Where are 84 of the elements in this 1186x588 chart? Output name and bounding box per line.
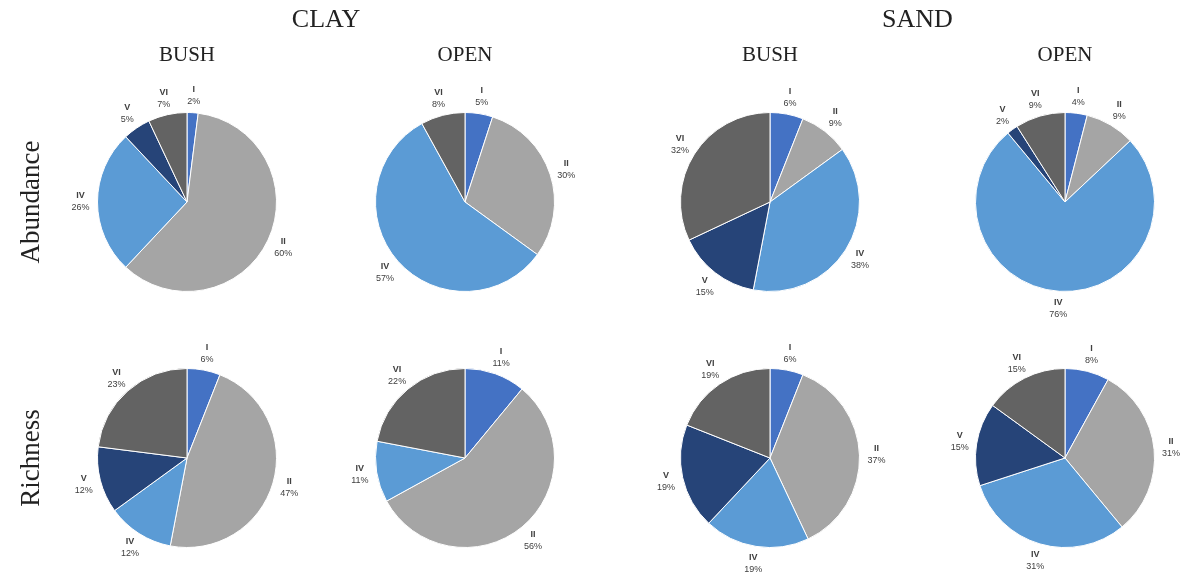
slice-label: I <box>788 341 792 352</box>
data-label: 8% <box>432 99 446 110</box>
data-label: 19% <box>657 481 676 492</box>
slice-label: I <box>499 346 503 357</box>
data-label: 31% <box>1026 560 1045 571</box>
slice-label: VI <box>1031 88 1040 99</box>
slice-label: I <box>1077 84 1080 95</box>
data-label: 38% <box>850 259 869 270</box>
slice-label: V <box>999 104 1006 115</box>
slice-label: II <box>832 106 838 117</box>
slice-label: IV <box>76 190 85 201</box>
data-label: 32% <box>671 145 690 156</box>
data-label: 26% <box>71 202 90 213</box>
data-label: 30% <box>557 169 576 180</box>
data-label: 60% <box>274 247 293 258</box>
slice-label: IV <box>125 536 135 547</box>
slice-label: II <box>1116 98 1122 109</box>
slice-label: V <box>663 469 670 480</box>
data-label: 15% <box>1007 363 1026 374</box>
slice-label: II <box>873 443 879 454</box>
slice-label: I <box>205 341 209 352</box>
data-label: 8% <box>1084 355 1098 366</box>
data-label: 9% <box>1028 100 1042 111</box>
slice-label: V <box>701 274 708 285</box>
data-label: 5% <box>120 114 134 125</box>
slice-label: II <box>280 235 286 246</box>
data-label: 12% <box>74 484 93 495</box>
data-label: 47% <box>280 488 299 499</box>
chart-title: BUSH <box>741 42 799 67</box>
text: CLAY <box>290 4 362 34</box>
slice-label: I <box>480 85 483 96</box>
data-label: 2% <box>995 116 1009 127</box>
slice-label: II <box>563 157 569 168</box>
data-label: 57% <box>376 272 395 283</box>
data-label: 4% <box>1071 96 1085 107</box>
slice-label: VI <box>1012 351 1021 362</box>
data-label: 37% <box>867 455 886 466</box>
chart-title: OPEN <box>436 42 494 67</box>
text: SAND <box>881 4 954 34</box>
slice-label: VI <box>434 87 443 98</box>
data-label: 56% <box>523 540 542 551</box>
text: Abundance <box>14 140 46 264</box>
data-label: 15% <box>950 441 969 452</box>
slice-label: IV <box>355 463 365 474</box>
data-label: 11% <box>492 358 510 369</box>
data-label: 12% <box>120 548 139 559</box>
slice-label: V <box>80 472 87 483</box>
text: Richness <box>14 409 46 507</box>
data-label: 6% <box>783 353 797 364</box>
slice-label: II <box>1168 436 1174 447</box>
data-label: 15% <box>695 286 714 297</box>
slice-label: VI <box>159 86 169 97</box>
data-label: 19% <box>744 563 763 574</box>
chart-title: OPEN <box>1036 42 1094 67</box>
data-label: 31% <box>1162 448 1181 459</box>
slice-label: I <box>788 85 792 96</box>
slice-label: II <box>286 476 292 487</box>
data-label: 5% <box>475 97 489 108</box>
slice-label: IV <box>1031 548 1040 559</box>
data-label: 2% <box>187 96 201 107</box>
slice-label: VI <box>112 366 121 377</box>
data-label: 76% <box>1049 308 1068 319</box>
data-label: 6% <box>200 353 214 364</box>
data-label: 19% <box>701 370 720 381</box>
slice-label: IV <box>855 247 865 258</box>
slice-label: VI <box>705 358 715 369</box>
slice-label: V <box>124 102 131 113</box>
data-label: 9% <box>1112 110 1126 121</box>
data-label: 11% <box>351 475 369 486</box>
data-label: 22% <box>388 376 407 387</box>
slice-label: IV <box>1054 296 1063 307</box>
slice-label: I <box>1090 343 1093 354</box>
slice-label: V <box>956 429 963 440</box>
slice-label: VI <box>392 364 402 375</box>
slice-label: II <box>530 528 536 539</box>
data-label: 9% <box>828 118 842 129</box>
slice-label: I <box>192 84 195 95</box>
slice-label: IV <box>749 551 758 562</box>
data-label: 7% <box>157 98 171 109</box>
slice-label: VI <box>675 133 685 144</box>
data-label: 23% <box>107 378 126 389</box>
data-label: 6% <box>783 97 797 108</box>
chart-title: BUSH <box>158 42 216 67</box>
slice-label: IV <box>380 260 390 271</box>
